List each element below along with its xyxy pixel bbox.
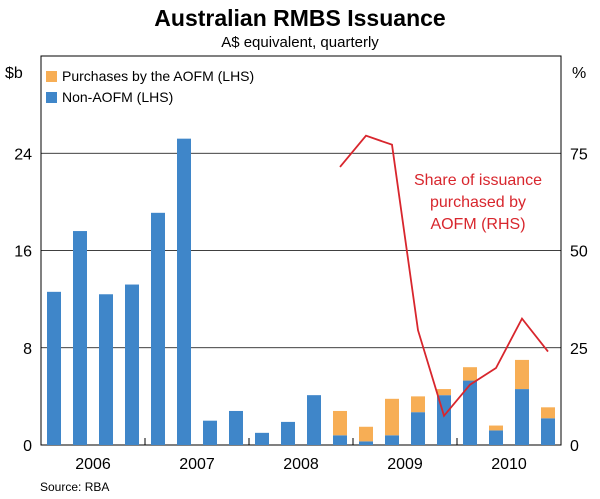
annotation-line-1: Share of issuance xyxy=(414,172,542,189)
left-tick-8: 8 xyxy=(23,341,32,358)
bar-non-aofm-2009Q3 xyxy=(411,412,425,445)
bar-non-aofm-2007Q3 xyxy=(203,420,217,445)
bar-non-aofm-2009Q1 xyxy=(359,441,373,445)
bar-non-aofm-2007Q1 xyxy=(151,212,165,445)
bar-non-aofm-2009Q2 xyxy=(385,435,399,445)
bar-non-aofm-2006Q1 xyxy=(47,291,61,445)
bar-non-aofm-2008Q2 xyxy=(281,421,295,445)
bar-non-aofm-2008Q4 xyxy=(333,435,347,445)
right-tick-25: 25 xyxy=(570,341,588,358)
year-label-2008: 2008 xyxy=(283,456,319,473)
bar-non-aofm-2010Q4 xyxy=(541,418,555,445)
legend-label-non-aofm: Non-AOFM (LHS) xyxy=(62,89,173,105)
left-tick-24: 24 xyxy=(14,146,32,163)
chart-subtitle: A$ equivalent, quarterly xyxy=(221,34,379,51)
left-tick-16: 16 xyxy=(14,244,32,261)
bar-aofm-2010Q4 xyxy=(541,407,555,419)
year-label-2010: 2010 xyxy=(491,456,527,473)
share-line xyxy=(339,134,549,418)
bar-non-aofm-2007Q4 xyxy=(229,410,243,445)
bar-non-aofm-2006Q4 xyxy=(125,284,139,445)
legend-label-aofm: Purchases by the AOFM (LHS) xyxy=(62,68,254,84)
bar-aofm-2010Q3 xyxy=(515,359,529,390)
bar-non-aofm-2009Q4 xyxy=(437,395,451,445)
bar-non-aofm-2008Q3 xyxy=(307,395,321,445)
year-tick-labels: 2006 2007 2008 2009 2010 xyxy=(75,456,527,473)
bar-aofm-2009Q1 xyxy=(359,426,373,442)
line-annotation: Share of issuance purchased by AOFM (RHS… xyxy=(414,172,542,233)
left-axis-unit: $b xyxy=(5,65,23,82)
bars xyxy=(47,138,555,445)
annotation-line-2: purchased by xyxy=(430,194,526,211)
bar-aofm-2008Q4 xyxy=(333,410,347,436)
source-note: Source: RBA xyxy=(40,480,109,494)
bar-non-aofm-2008Q1 xyxy=(255,432,269,445)
bar-non-aofm-2010Q1 xyxy=(463,380,477,445)
right-axis-unit: % xyxy=(572,65,586,82)
legend-swatch-aofm xyxy=(46,71,57,82)
bar-non-aofm-2006Q2 xyxy=(73,231,87,445)
chart-title: Australian RMBS Issuance xyxy=(154,5,445,31)
right-tick-0: 0 xyxy=(570,438,579,455)
bar-non-aofm-2010Q3 xyxy=(515,389,529,445)
bar-aofm-2010Q1 xyxy=(463,367,477,381)
bar-non-aofm-2006Q3 xyxy=(99,294,113,445)
right-tick-75: 75 xyxy=(570,146,588,163)
year-label-2009: 2009 xyxy=(387,456,423,473)
year-tick-marks xyxy=(144,438,458,445)
right-tick-labels: 0 25 50 75 xyxy=(570,146,588,455)
year-label-2006: 2006 xyxy=(75,456,111,473)
bar-aofm-2009Q3 xyxy=(411,396,425,413)
bar-non-aofm-2007Q2 xyxy=(177,138,191,445)
year-label-2007: 2007 xyxy=(179,456,215,473)
annotation-line-3: AOFM (RHS) xyxy=(430,216,525,233)
legend: Purchases by the AOFM (LHS) Non-AOFM (LH… xyxy=(46,68,254,105)
bar-non-aofm-2010Q2 xyxy=(489,430,503,445)
left-tick-0: 0 xyxy=(23,438,32,455)
bar-aofm-2010Q2 xyxy=(489,425,503,431)
legend-swatch-non-aofm xyxy=(46,92,57,103)
left-tick-labels: 0 8 16 24 xyxy=(14,146,32,455)
right-tick-50: 50 xyxy=(570,244,588,261)
bar-aofm-2009Q2 xyxy=(385,398,399,436)
bar-aofm-2009Q4 xyxy=(437,389,451,396)
